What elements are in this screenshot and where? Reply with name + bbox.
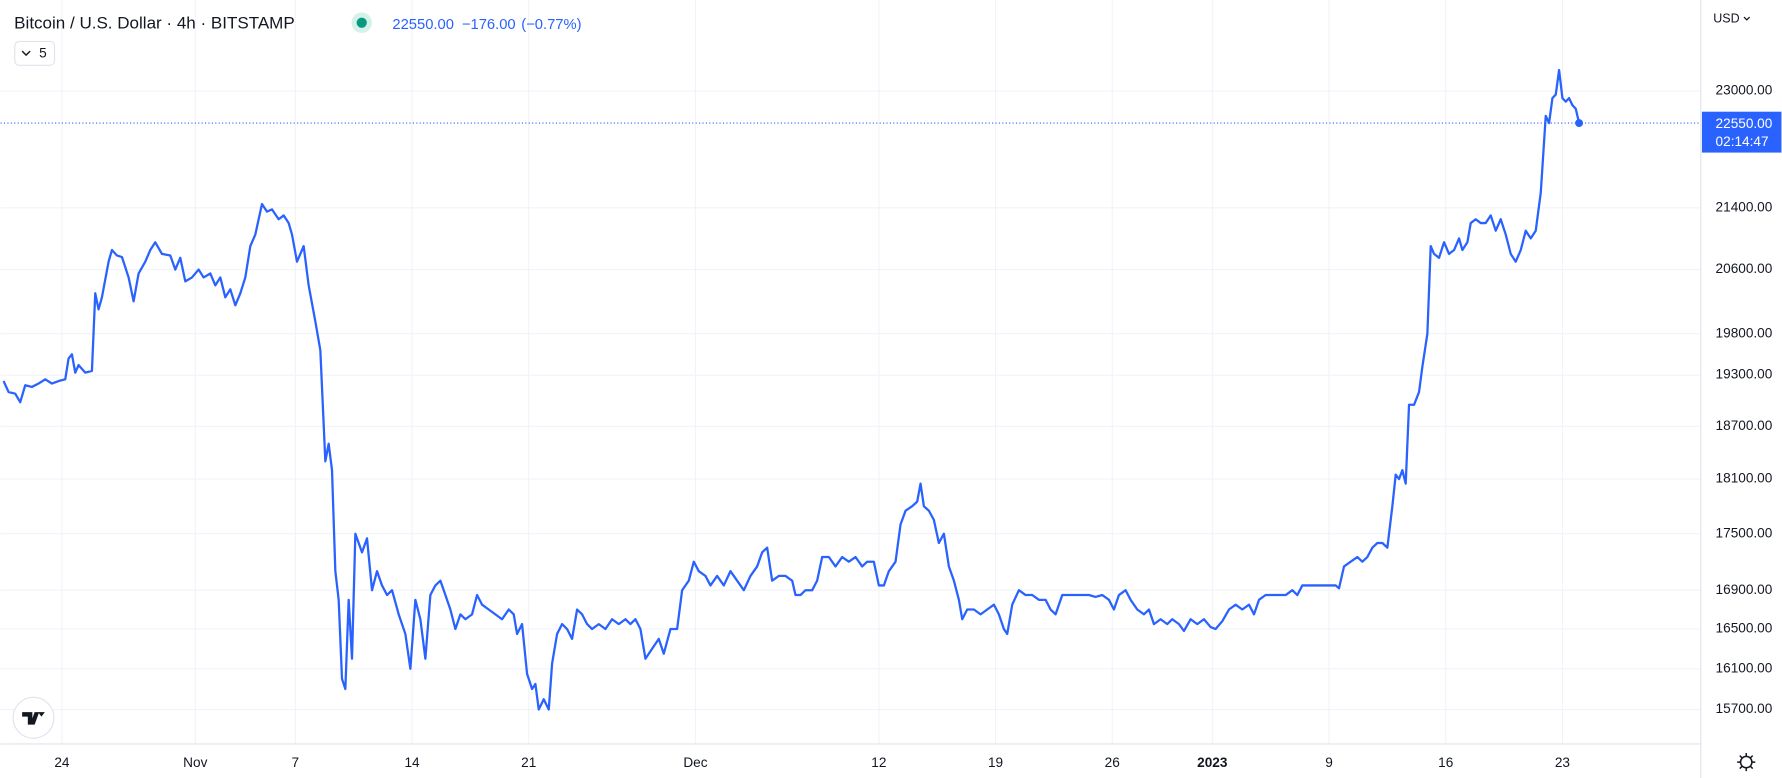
countdown-label: 02:14:47: [1716, 134, 1769, 149]
y-tick-label: 16100.00: [1716, 660, 1773, 675]
currency-selector[interactable]: USD: [1713, 12, 1739, 26]
x-tick-label: Nov: [183, 755, 207, 770]
x-tick-label: 9: [1325, 755, 1333, 770]
quote-change-pct: (−0.77%): [521, 17, 581, 33]
y-tick-label: 18700.00: [1716, 418, 1773, 433]
y-tick-label: 17500.00: [1716, 525, 1773, 540]
y-tick-label: 16900.00: [1716, 582, 1773, 597]
y-tick-label: 15700.00: [1716, 701, 1773, 716]
x-tick-label: 23: [1555, 755, 1570, 770]
indicators-toggle[interactable]: [14, 40, 56, 66]
quote-price: 22550.00: [392, 17, 454, 33]
chevron-icon: [21, 50, 31, 57]
x-tick-label: 21: [521, 755, 536, 770]
settings-icon[interactable]: [1737, 753, 1756, 772]
indicators-count[interactable]: 5: [39, 46, 47, 61]
quote-change: −176.00: [462, 17, 516, 33]
x-tick-label: 7: [292, 755, 300, 770]
y-tick-label: 18100.00: [1716, 471, 1773, 486]
status-dot: [356, 17, 367, 28]
x-tick-label: 12: [871, 755, 886, 770]
last-point: [1575, 119, 1584, 128]
currency-chevron: [1743, 16, 1751, 21]
x-tick-label: 2023: [1197, 755, 1228, 770]
tv-logo-mark: [22, 712, 45, 725]
x-tick-label: 14: [404, 755, 420, 770]
x-tick-label: 24: [54, 755, 70, 770]
grid: [0, 0, 1701, 744]
symbol-title[interactable]: Bitcoin / U.S. Dollar · 4h · BITSTAMP: [14, 13, 295, 32]
x-tick-label: 19: [988, 755, 1003, 770]
price-line: [2, 68, 1581, 711]
quote: 22550.00 −176.00 (−0.77%): [392, 17, 581, 33]
gear-teeth: [1737, 753, 1756, 772]
last-price-label: 22550.00: [1716, 116, 1773, 131]
last-price-box: [1701, 111, 1782, 153]
y-tick-label: 21400.00: [1716, 199, 1773, 214]
y-tick-label: 16500.00: [1716, 621, 1773, 636]
x-tick-label: Dec: [683, 755, 707, 770]
x-tick-label: 16: [1438, 755, 1453, 770]
y-tick-label: 19800.00: [1716, 325, 1773, 340]
y-tick-label: 20600.00: [1716, 261, 1773, 276]
x-tick-label: 26: [1105, 755, 1120, 770]
y-tick-label: 23000.00: [1716, 83, 1773, 98]
plot: [2, 68, 1584, 711]
price-label: 22550.00 02:14:47: [1701, 111, 1782, 153]
y-tick-label: 19300.00: [1716, 367, 1773, 382]
